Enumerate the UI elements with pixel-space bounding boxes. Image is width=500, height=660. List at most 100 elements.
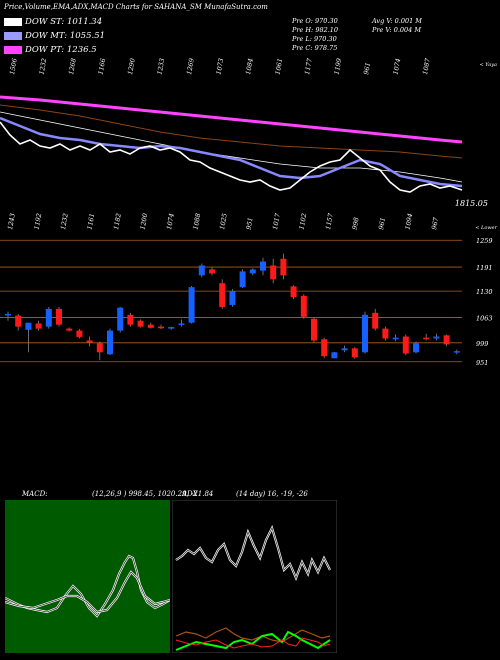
candle-body [423,337,430,340]
candle-body [158,326,164,329]
price-axis-label: 999 [476,340,488,348]
legend-dow-pt: DOW PT: 1236.5 [4,45,97,55]
mid-label: 1232 [59,213,70,231]
price-axis-label: 1259 [476,237,493,245]
mid-label: 1088 [192,213,203,231]
top-label: 1290 [126,58,137,76]
top-label: 1087 [421,57,432,76]
candle-body [229,291,236,305]
adx-white-inner [175,526,331,580]
ema-magenta-line [0,95,463,144]
mid-label: 951 [245,217,255,231]
top-label: 1073 [215,58,226,76]
candle-body [290,286,297,298]
chart-title: Price,Volume,EMA,ADX,MACD Charts for SAH… [4,3,268,11]
mid-label: 1025 [218,213,229,231]
top-label: 1269 [185,58,196,76]
candle-body [219,283,226,307]
candle-body [443,335,450,345]
macd-label: MACD: [22,490,48,498]
candle-body [137,320,144,327]
candle-body [66,328,73,331]
mid-label: 1157 [324,212,335,231]
ohlc-low: Pre L: 970.30 [292,35,337,43]
candle-body [198,265,205,276]
ema-white-thin [0,111,463,183]
candle-body [453,351,460,353]
macd-bg [5,500,170,653]
price-chart: 1506 1232 1268 1166 1290 1233 1269 1073 1084 1061… [0,57,498,367]
mid-label: 998 [351,217,361,231]
top-label: 1232 [38,58,49,76]
adx-panel [172,500,337,653]
top-label: 1084 [244,58,255,76]
candle-body [178,323,185,325]
legend-swatch-mt [4,32,22,40]
candle-body [96,343,103,353]
top-label: 1268 [67,58,78,76]
legend-dow-mt: DOW MT: 1055.51 [4,31,105,41]
candle-body [117,307,124,331]
candle-body [311,318,317,341]
candle-body [56,308,62,325]
ohlc-high: Pre H: 982.10 [292,26,339,34]
ema-brown-line [0,104,463,159]
candle-body [392,337,399,340]
mid-label: 1102 [298,213,309,231]
candle-body [372,312,379,329]
candle-body [127,314,134,325]
candle-body [239,271,246,288]
pre-volume: Pre V: 0.004 M [372,26,422,34]
candle-body [168,327,175,329]
adx-orange-line [175,627,331,643]
legend-label-pt: DOW PT: 1236.5 [25,45,97,55]
candle-body [433,336,440,339]
candle-body [351,348,358,358]
legend-label-mt: DOW MT: 1055.51 [25,31,106,41]
avg-volume: Avg V: 0.001 M [372,17,422,25]
ema-lines [0,95,463,193]
adx-green-line [175,630,331,651]
candle-body [341,348,348,351]
top-price-labels: 1506 1232 1268 1166 1290 1233 1269 1073 1084 1061… [8,57,432,76]
candle-body [413,343,419,353]
candle-body [362,314,368,353]
candle-body [5,314,11,316]
price-axis-label: 1191 [476,264,493,272]
candle-body [209,269,215,274]
legend-swatch-pt [4,46,22,54]
mid-label: 1192 [33,213,44,231]
candle-body [270,265,277,280]
ohlc-close: Pre C: 978.75 [292,44,338,52]
candle-body [45,308,52,327]
mid-label: 1161 [86,213,97,231]
price-axis-label: 1063 [476,315,493,323]
mid-label: 1094 [404,213,415,231]
top-label: 1177 [303,57,314,76]
mid-label: 961 [377,217,387,231]
price-axis-label: 951 [476,359,488,367]
candle-body [76,330,83,337]
mid-label: 1017 [271,212,282,231]
candle-body [188,287,195,323]
mid-label: 967 [430,216,440,230]
top-label: 1233 [156,58,167,76]
mid-price-labels: 1243 1192 1232 1161 1182 1200 1074 1088 1025 951 1… [6,212,440,231]
candle-body [260,261,266,271]
macd-panel [5,500,170,653]
top-label: 1074 [392,58,403,76]
top-label: 961 [362,62,372,76]
top-label: 1506 [8,58,19,76]
top-label: 1061 [274,58,285,76]
candle-body [402,336,409,354]
candlesticks [5,253,460,361]
legend-dow-st: DOW ST: 1011.34 [4,17,102,27]
candle-body [300,295,307,317]
candle-body [331,352,338,359]
mid-label: 1243 [6,213,17,231]
ema-white-line [0,121,463,193]
adx-label: ADX [182,490,198,498]
right-label-low: < Lower [475,225,497,231]
legend-label-st: DOW ST: 1011.34 [25,17,103,27]
price-level-lines [0,239,462,363]
